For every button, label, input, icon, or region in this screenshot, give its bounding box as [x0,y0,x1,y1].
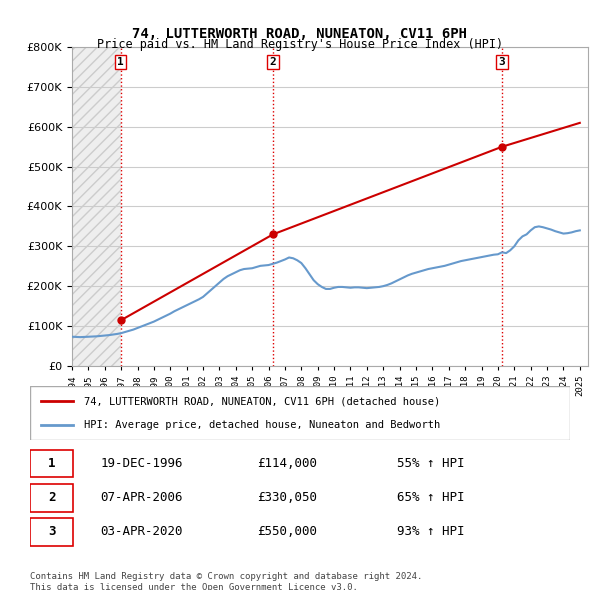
Text: 74, LUTTERWORTH ROAD, NUNEATON, CV11 6PH (detached house): 74, LUTTERWORTH ROAD, NUNEATON, CV11 6PH… [84,396,440,407]
Text: 1: 1 [117,57,124,67]
Text: Contains HM Land Registry data © Crown copyright and database right 2024.
This d: Contains HM Land Registry data © Crown c… [30,572,422,590]
Text: 3: 3 [499,57,505,67]
Text: 2: 2 [48,490,55,504]
Text: 03-APR-2020: 03-APR-2020 [100,525,182,537]
Text: £114,000: £114,000 [257,457,317,470]
Text: 74, LUTTERWORTH ROAD, NUNEATON, CV11 6PH: 74, LUTTERWORTH ROAD, NUNEATON, CV11 6PH [133,27,467,41]
FancyBboxPatch shape [30,386,570,440]
Text: 65% ↑ HPI: 65% ↑ HPI [397,490,465,504]
Text: 2: 2 [269,57,277,67]
Text: HPI: Average price, detached house, Nuneaton and Bedworth: HPI: Average price, detached house, Nune… [84,419,440,430]
Text: £550,000: £550,000 [257,525,317,537]
Text: 3: 3 [48,525,55,537]
FancyBboxPatch shape [30,518,73,546]
FancyBboxPatch shape [30,450,73,477]
Text: 93% ↑ HPI: 93% ↑ HPI [397,525,465,537]
Text: 55% ↑ HPI: 55% ↑ HPI [397,457,465,470]
Text: £330,050: £330,050 [257,490,317,504]
Text: 1: 1 [48,457,55,470]
Text: 19-DEC-1996: 19-DEC-1996 [100,457,182,470]
Text: 07-APR-2006: 07-APR-2006 [100,490,182,504]
Bar [72,47,121,366]
FancyBboxPatch shape [30,484,73,512]
Text: Price paid vs. HM Land Registry's House Price Index (HPI): Price paid vs. HM Land Registry's House … [97,38,503,51]
